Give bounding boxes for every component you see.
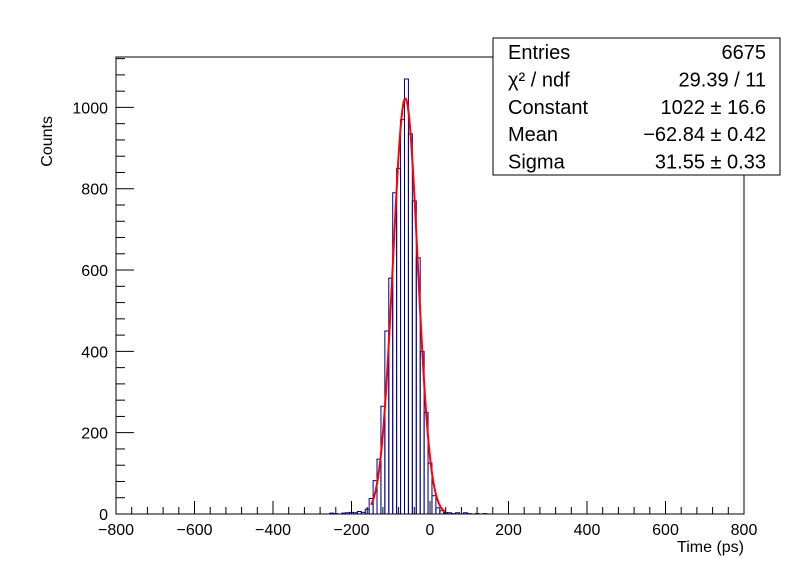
x-tick-label: 800 [731,522,758,539]
fit-layer [370,97,447,513]
x-axis-title: Time (ps) [677,539,744,556]
stats-label: χ² / ndf [508,69,570,91]
x-tick-label: 400 [574,522,601,539]
x-tick-label: −400 [255,522,291,539]
y-tick-label: 200 [81,426,108,443]
stats-value: 1022 ± 16.6 [660,97,766,119]
y-tick-label: 800 [81,182,108,199]
y-tick-label: 600 [81,263,108,280]
x-tick-label: 600 [652,522,679,539]
x-tick-label: −600 [176,522,212,539]
x-tick-label: 0 [426,522,435,539]
stats-value: −62.84 ± 0.42 [643,124,766,146]
y-tick-label: 1000 [72,100,108,117]
stats-label: Mean [508,124,558,146]
y-tick-label: 400 [81,344,108,361]
stats-box: Entries 6675 χ² / ndf 29.39 / 11 Constant 102… [492,37,781,176]
x-tick-label: 200 [495,522,522,539]
histogram-bin [455,512,460,514]
stats-value: 29.39 / 11 [679,69,766,91]
stats-label: Constant [508,97,588,119]
stats-value: 6675 [722,42,767,64]
histogram-bin [431,495,437,514]
y-axis-title: Counts [39,116,56,167]
stats-value: 31.55 ± 0.33 [655,152,766,174]
stats-label: Entries [508,42,570,64]
x-tick-label: −800 [98,522,134,539]
y-tick-label: 0 [99,507,108,524]
gaussian-fit-curve [370,97,447,513]
x-tick-label: −200 [333,522,369,539]
axes-layer: −800 −600 −400 −200 0 200 400 600 800 0 200 400 600 8… [72,58,758,539]
stats-box-frame [492,37,781,176]
stats-label: Sigma [508,152,566,174]
